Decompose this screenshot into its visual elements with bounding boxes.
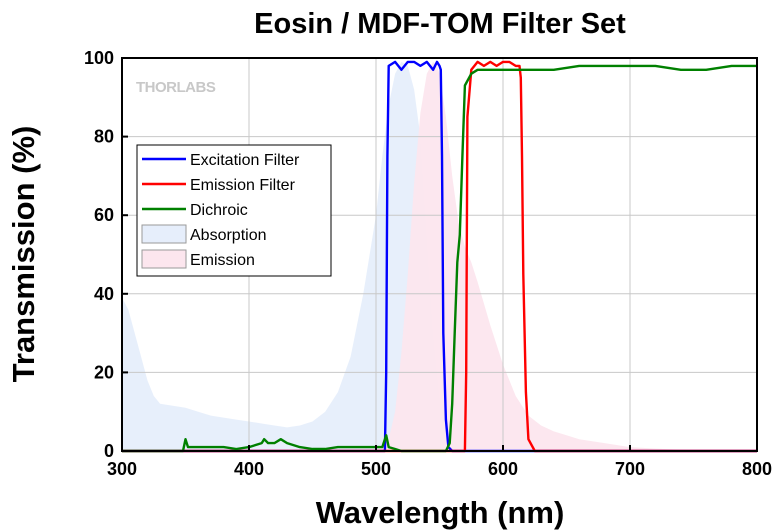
y-tick-label: 0 xyxy=(104,441,114,461)
legend-label-emission: Emission xyxy=(190,252,255,269)
series-emission-area xyxy=(376,61,732,452)
series-dichroic-line xyxy=(122,64,757,453)
series-excitation-filter-line xyxy=(122,60,757,453)
plot-area: 300 400 500 600 700 800 0 20 40 60 80 100 xyxy=(84,48,772,479)
legend-swatch-emission xyxy=(141,249,187,269)
plot-frame xyxy=(121,57,758,452)
y-axis-label: Transmission (%) xyxy=(6,126,41,383)
x-axis-label: Wavelength (nm) xyxy=(316,495,565,530)
y-tick-label: 40 xyxy=(94,284,114,304)
y-tick-label: 100 xyxy=(84,48,114,68)
legend-swatch-absorption xyxy=(141,224,187,244)
chart-title: Eosin / MDF-TOM Filter Set xyxy=(254,8,626,40)
thorlabs-watermark: THORLABS xyxy=(136,79,216,96)
x-tick-label: 500 xyxy=(361,459,391,479)
legend: Excitation Filter Emission Filter Dichroic… xyxy=(136,144,332,277)
x-tick-label: 700 xyxy=(615,459,645,479)
x-tick-label: 600 xyxy=(488,459,518,479)
y-tick-label: 60 xyxy=(94,205,114,225)
x-tick-label: 400 xyxy=(234,459,264,479)
legend-label-dichroic: Dichroic xyxy=(190,202,248,219)
legend-label-absorption: Absorption xyxy=(190,227,267,244)
y-tick-label: 20 xyxy=(94,362,114,382)
series-emission-filter-line xyxy=(122,60,757,453)
legend-label-excitation-filter: Excitation Filter xyxy=(190,152,300,169)
x-tick-label: 300 xyxy=(107,459,137,479)
x-tick-label: 800 xyxy=(742,459,772,479)
y-tick-label: 80 xyxy=(94,127,114,147)
legend-label-emission-filter: Emission Filter xyxy=(190,177,296,194)
